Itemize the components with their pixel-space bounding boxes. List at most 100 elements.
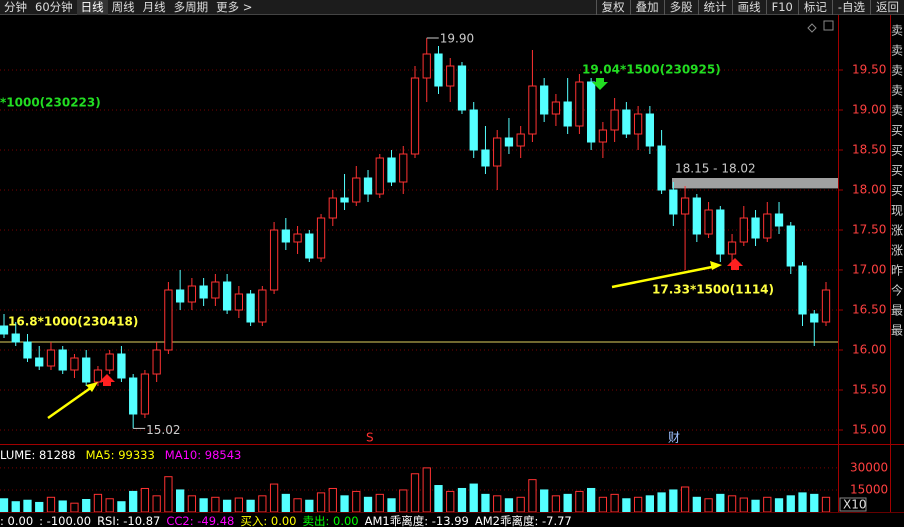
volume-bar (469, 483, 478, 513)
candle-body (199, 285, 208, 299)
volume-bar (410, 473, 420, 513)
strip-label: 现 (891, 204, 903, 218)
candle-body (46, 349, 56, 367)
candle-body (410, 77, 420, 155)
buy-arrow (99, 374, 115, 386)
pointer-arrow-head (710, 261, 722, 270)
volume-bar (516, 496, 525, 513)
volume-bar (269, 483, 279, 513)
toolbar-tab[interactable]: 多周期 (173, 0, 209, 14)
candle-body (751, 217, 760, 239)
volume-bar (446, 490, 455, 513)
strip-label: 买 (891, 184, 903, 198)
toolbar-button[interactable]: 返回 (870, 0, 904, 15)
indicator-value: : -100.00 (39, 513, 92, 527)
volume-bar (164, 476, 173, 513)
toolbar-button[interactable]: 统计 (697, 0, 732, 15)
toolbar-tab[interactable]: 周线 (111, 0, 135, 14)
toolbar-button[interactable]: 复权 (595, 0, 630, 15)
candle-body (434, 53, 443, 87)
volume-bar (422, 467, 431, 513)
volume-bar (211, 496, 220, 513)
candle-body (810, 313, 819, 323)
candle-body (598, 129, 608, 143)
candle-body (669, 189, 678, 215)
candle-body (129, 377, 138, 415)
indicator-value: : 0.00 (0, 513, 34, 527)
volume-bar (23, 499, 32, 513)
volume-bar (457, 487, 467, 513)
volume-bar (821, 496, 831, 513)
candle-body (58, 349, 67, 371)
volume-bar (551, 495, 561, 513)
zoom-box (839, 497, 867, 512)
candle-body (516, 133, 525, 147)
candle-body (293, 233, 302, 243)
toolbar-tab[interactable]: 月线 (142, 0, 166, 14)
volume-bar (774, 498, 784, 513)
candle-body (692, 197, 701, 235)
volume-bar (281, 493, 290, 513)
y-tick-label: 19.00 (852, 103, 886, 117)
band-label: 18.15 - 18.02 (675, 162, 756, 176)
toolbar-button[interactable]: -自选 (831, 0, 870, 15)
candle-body (164, 289, 173, 351)
toolbar-tab[interactable]: 日线 (76, 0, 108, 15)
volume-bar (645, 495, 654, 513)
y-tick-label: 16.50 (852, 303, 886, 317)
strip-label: 买 (891, 124, 903, 138)
toolbar-button[interactable]: 画线 (731, 0, 766, 15)
candle-body (504, 137, 514, 147)
volume-bar (504, 498, 514, 513)
volume-bar (587, 487, 596, 513)
candle-body (774, 213, 784, 227)
candle-body (82, 357, 91, 383)
diamond-icon (807, 23, 817, 33)
candle-body (222, 281, 232, 311)
strip-label: 卖 (891, 24, 903, 38)
toolbar-tab[interactable]: 更多 > (216, 0, 253, 14)
volume-bar (152, 495, 161, 513)
candle-body (551, 101, 561, 115)
candle-body (352, 177, 361, 203)
candle-body (258, 289, 267, 323)
high-label: 19.90 (440, 32, 474, 46)
y-tick-label: 16.00 (852, 343, 886, 357)
volume-bar (352, 490, 361, 513)
candle-body (645, 113, 654, 147)
strip-label: 卖 (891, 104, 903, 118)
pointer-arrow-head (86, 382, 98, 392)
volume-bar (140, 487, 150, 513)
candle-body (798, 265, 807, 315)
toolbar-tab[interactable]: 60分钟 (35, 0, 73, 14)
toolbar-button[interactable]: 标记 (797, 0, 832, 15)
volume-bar (716, 493, 725, 513)
indicator-value: RSI: -10.87 (97, 513, 161, 527)
volume-stat: LUME: 81288 (0, 448, 76, 462)
strip-label: 卖 (891, 84, 903, 98)
trade-annotation: 19.04*1500(230925) (582, 63, 721, 77)
volume-bar (58, 500, 67, 513)
volume-bar (633, 496, 643, 513)
candle-body (575, 81, 584, 127)
candle-body (187, 285, 197, 303)
toolbar-button[interactable]: F10 (765, 0, 798, 14)
candle-body (610, 109, 619, 131)
toolbar-button[interactable]: 多股 (663, 0, 698, 15)
toolbar-tab[interactable]: 分钟 (4, 0, 27, 14)
volume-bar (563, 493, 572, 513)
y-tick-label: 18.50 (852, 143, 886, 157)
candle-body (281, 229, 290, 243)
volume-bar (481, 493, 490, 513)
volume-bar (129, 490, 138, 513)
volume-bar (680, 486, 690, 513)
volume-bar (316, 492, 326, 513)
strip-label: 卖 (891, 64, 903, 78)
volume-bar (598, 496, 608, 513)
strip-label: 最 (891, 324, 903, 338)
toolbar-button[interactable]: 叠加 (629, 0, 664, 15)
candle-body (563, 101, 572, 127)
low-label: 15.02 (146, 423, 180, 437)
volume-bar (704, 498, 713, 513)
